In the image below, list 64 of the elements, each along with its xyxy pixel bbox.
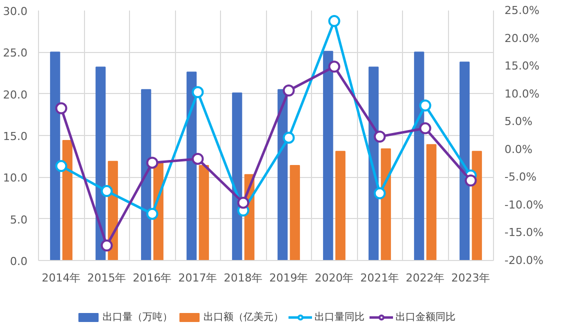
x-tick-label: 2022年: [406, 272, 445, 284]
y2-tick-label: -20.0%: [504, 254, 544, 267]
bar: [335, 150, 346, 260]
point: [282, 84, 295, 96]
legend-label: 出口额（亿美元）: [204, 310, 284, 324]
bar: [62, 140, 72, 260]
point: [100, 240, 113, 252]
bar: [323, 50, 334, 260]
point: [192, 152, 204, 165]
y2-tick-label: 15.0%: [504, 60, 540, 73]
y-tick-label: 20.0: [3, 88, 28, 102]
y-tick-label: 10.0: [3, 172, 28, 185]
y2-tick-label: 10.0%: [504, 87, 540, 100]
bar: [198, 165, 209, 260]
y-tick-label: 5.0: [10, 213, 28, 226]
point: [419, 122, 432, 134]
point: [282, 132, 295, 144]
bar: [290, 165, 300, 260]
y2-tick-label: 25.0%: [504, 4, 540, 17]
bar: [460, 62, 470, 260]
bar: [380, 148, 391, 260]
x-tick-label: 2017年: [178, 272, 218, 284]
x-tick-label: 2021年: [360, 272, 400, 284]
x-tick-label: 2014年: [42, 272, 81, 284]
x-tick-label: 2016年: [132, 272, 172, 284]
point: [146, 156, 158, 169]
bar: [414, 52, 424, 260]
y2-tick-label: -10.0%: [504, 198, 544, 212]
bar: [186, 72, 197, 260]
x-tick-label: 2023年: [451, 272, 490, 284]
point: [237, 196, 250, 209]
legend-label: 出口量同比: [314, 310, 364, 324]
y-tick-label: 0.0: [10, 255, 28, 268]
y2-tick-label: 20.0%: [504, 32, 540, 45]
point: [328, 60, 340, 73]
y-tick-label: 15.0: [3, 130, 28, 143]
point: [55, 160, 68, 172]
bar: [50, 52, 60, 260]
bar: [141, 89, 152, 260]
x-tick-label: 2018年: [224, 272, 263, 284]
point: [55, 102, 68, 114]
bar: [426, 144, 436, 260]
point: [374, 130, 386, 143]
y2-tick-label: -15.0%: [504, 226, 544, 240]
point: [192, 86, 204, 98]
point: [100, 185, 113, 198]
point: [464, 174, 477, 186]
y2-tick-label: -5.0%: [504, 170, 536, 184]
y2-tick-label: 5.0%: [504, 115, 532, 128]
x-tick-label: 2015年: [87, 272, 126, 284]
point: [146, 208, 158, 220]
y-tick-label: 30.0: [3, 5, 28, 18]
bar: [472, 150, 482, 260]
bar: [96, 66, 106, 260]
y2-tick-label: 0.0%: [504, 142, 532, 156]
legend-label: 出口量（万吨）: [102, 310, 172, 324]
point: [374, 187, 386, 200]
x-tick-label: 2020年: [314, 272, 354, 284]
point: [328, 15, 340, 28]
legend-label: 出口金额同比: [396, 310, 456, 324]
bar: [232, 92, 242, 260]
x-tick-label: 2019年: [269, 272, 308, 284]
y-tick-label: 25.0: [3, 46, 28, 60]
point: [419, 100, 432, 112]
